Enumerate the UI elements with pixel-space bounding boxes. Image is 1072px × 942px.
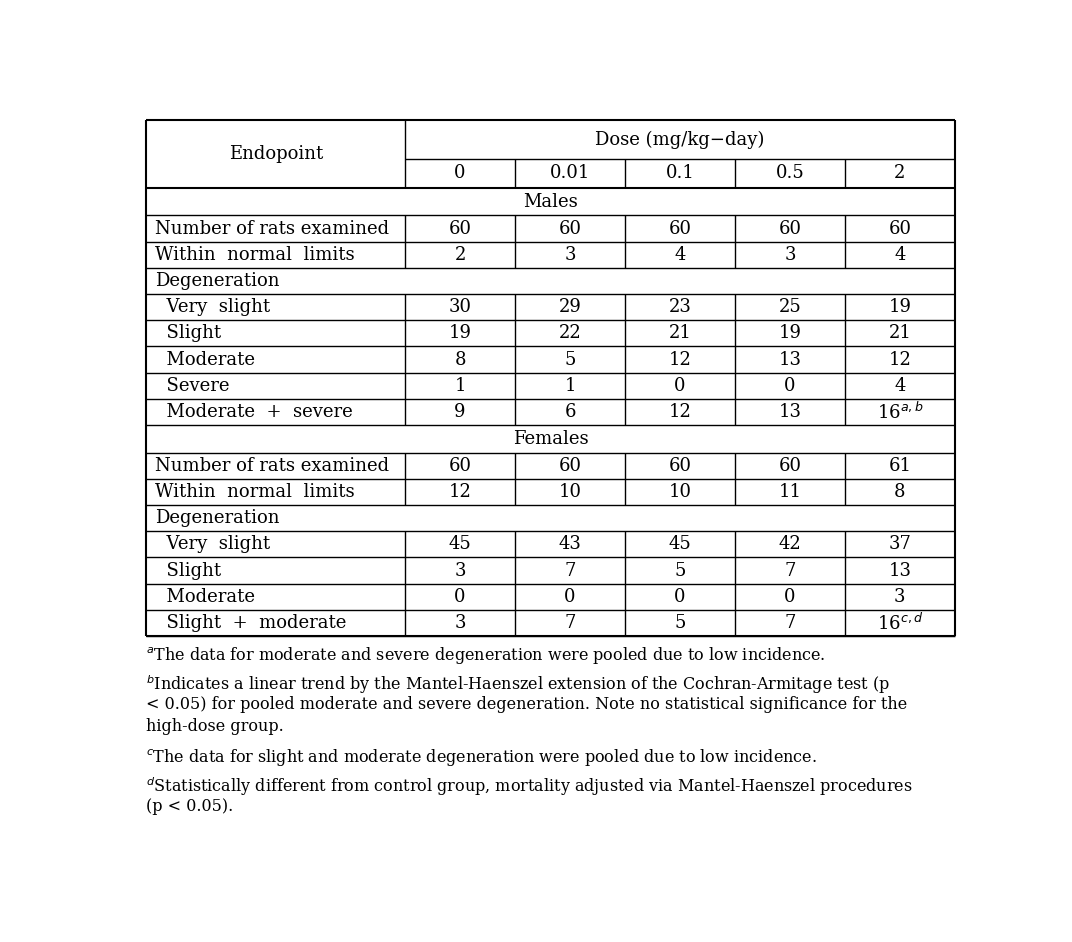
Text: Degeneration: Degeneration [154,272,280,290]
Text: 0: 0 [785,588,795,606]
Text: 16$^{a,b}$: 16$^{a,b}$ [877,401,923,423]
Text: 1: 1 [564,377,576,395]
Text: 0: 0 [455,588,466,606]
Text: 60: 60 [778,219,802,237]
Text: Endopoint: Endopoint [228,145,323,163]
Text: 42: 42 [778,535,801,553]
Text: 7: 7 [785,561,795,579]
Text: 1: 1 [455,377,466,395]
Text: 3: 3 [894,588,906,606]
Text: Degeneration: Degeneration [154,509,280,528]
Text: 60: 60 [669,219,691,237]
Text: 29: 29 [559,298,581,317]
Text: Within  normal  limits: Within normal limits [154,246,355,264]
Text: Slight: Slight [154,324,221,342]
Text: $^{d}$Statistically different from control group, mortality adjusted via Mantel-: $^{d}$Statistically different from contr… [147,775,913,798]
Text: 8: 8 [455,350,466,368]
Text: 23: 23 [669,298,691,317]
Text: 9: 9 [455,403,466,421]
Text: Males: Males [523,193,578,211]
Text: 22: 22 [559,324,581,342]
Text: 45: 45 [449,535,472,553]
Text: 19: 19 [448,324,472,342]
Text: 60: 60 [448,219,472,237]
Text: 11: 11 [778,483,802,501]
Text: Number of rats examined: Number of rats examined [154,457,389,475]
Text: 16$^{c,d}$: 16$^{c,d}$ [877,612,923,634]
Text: 8: 8 [894,483,906,501]
Text: 19: 19 [778,324,802,342]
Text: 0: 0 [785,377,795,395]
Text: 10: 10 [669,483,691,501]
Text: $^{c}$The data for slight and moderate degeneration were pooled due to low incid: $^{c}$The data for slight and moderate d… [147,747,817,768]
Text: (p < 0.05).: (p < 0.05). [147,798,234,815]
Text: 0.01: 0.01 [550,165,591,183]
Text: 5: 5 [674,614,686,632]
Text: Moderate: Moderate [154,350,255,368]
Text: 61: 61 [889,457,911,475]
Text: Slight: Slight [154,561,221,579]
Text: Dose (mg/kg−day): Dose (mg/kg−day) [595,131,764,149]
Text: 0: 0 [564,588,576,606]
Text: 60: 60 [559,457,581,475]
Text: 45: 45 [669,535,691,553]
Text: 21: 21 [669,324,691,342]
Text: Females: Females [512,430,589,447]
Text: 13: 13 [778,350,802,368]
Text: Number of rats examined: Number of rats examined [154,219,389,237]
Text: 21: 21 [889,324,911,342]
Text: 7: 7 [564,614,576,632]
Text: 4: 4 [894,377,906,395]
Text: 0.1: 0.1 [666,165,695,183]
Text: 60: 60 [778,457,802,475]
Text: 60: 60 [669,457,691,475]
Text: 10: 10 [559,483,581,501]
Text: 25: 25 [778,298,801,317]
Text: 12: 12 [669,350,691,368]
Text: Within  normal  limits: Within normal limits [154,483,355,501]
Text: 4: 4 [674,246,686,264]
Text: 5: 5 [674,561,686,579]
Text: $^{a}$The data for moderate and severe degeneration were pooled due to low incid: $^{a}$The data for moderate and severe d… [147,644,825,666]
Text: Very  slight: Very slight [154,298,270,317]
Text: 6: 6 [564,403,576,421]
Text: Severe: Severe [154,377,229,395]
Text: Moderate: Moderate [154,588,255,606]
Text: 13: 13 [889,561,911,579]
Text: 30: 30 [448,298,472,317]
Text: 12: 12 [669,403,691,421]
Text: $^{b}$Indicates a linear trend by the Mantel-Haenszel extension of the Cochran-A: $^{b}$Indicates a linear trend by the Ma… [147,673,891,696]
Text: 12: 12 [889,350,911,368]
Text: high-dose group.: high-dose group. [147,719,284,736]
Text: 60: 60 [889,219,911,237]
Text: 2: 2 [894,165,906,183]
Text: 43: 43 [559,535,581,553]
Text: 19: 19 [889,298,911,317]
Text: < 0.05) for pooled moderate and severe degeneration. Note no statistical signifi: < 0.05) for pooled moderate and severe d… [147,696,908,713]
Text: 7: 7 [785,614,795,632]
Text: 60: 60 [559,219,581,237]
Text: Moderate  +  severe: Moderate + severe [154,403,353,421]
Text: 0.5: 0.5 [775,165,804,183]
Text: Very  slight: Very slight [154,535,270,553]
Text: 3: 3 [455,614,466,632]
Text: 60: 60 [448,457,472,475]
Text: 3: 3 [564,246,576,264]
Text: 7: 7 [564,561,576,579]
Text: 0: 0 [455,165,466,183]
Text: Slight  +  moderate: Slight + moderate [154,614,346,632]
Text: 5: 5 [564,350,576,368]
Text: 3: 3 [455,561,466,579]
Text: 3: 3 [785,246,795,264]
Text: 2: 2 [455,246,466,264]
Text: 0: 0 [674,377,686,395]
Text: 12: 12 [449,483,472,501]
Text: 0: 0 [674,588,686,606]
Text: 37: 37 [889,535,911,553]
Text: 13: 13 [778,403,802,421]
Text: 4: 4 [894,246,906,264]
